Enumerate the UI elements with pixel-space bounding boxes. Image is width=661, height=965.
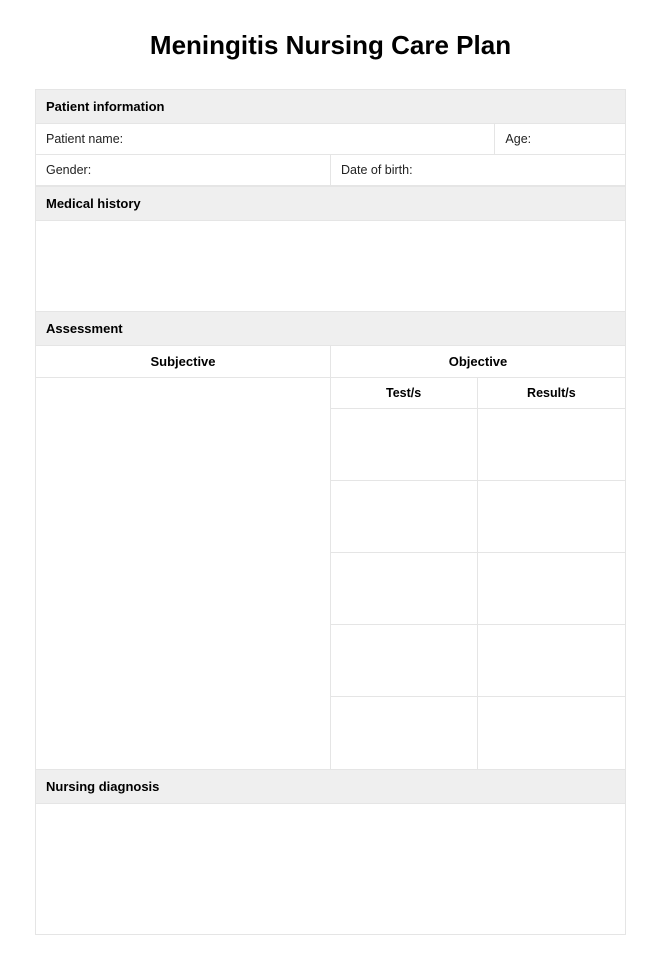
results-header: Result/s [478, 378, 625, 408]
result-cell[interactable] [478, 553, 625, 624]
test-cell[interactable] [331, 409, 478, 480]
tests-header: Test/s [331, 378, 478, 408]
objective-section: Test/s Result/s [331, 378, 626, 769]
patient-info-header: Patient information [36, 89, 625, 124]
subjective-header: Subjective [36, 346, 331, 377]
result-cell[interactable] [478, 481, 625, 552]
medical-history-field[interactable] [36, 221, 625, 311]
dob-label[interactable]: Date of birth: [331, 155, 625, 185]
nursing-diagnosis-field[interactable] [36, 804, 625, 934]
patient-name-label[interactable]: Patient name: [36, 124, 495, 154]
test-result-row [331, 409, 626, 481]
assessment-grid: Test/s Result/s [36, 378, 625, 769]
test-cell[interactable] [331, 553, 478, 624]
gender-label[interactable]: Gender: [36, 155, 331, 185]
objective-header: Objective [331, 346, 625, 377]
age-label[interactable]: Age: [495, 124, 625, 154]
test-cell[interactable] [331, 625, 478, 696]
subjective-field[interactable] [36, 378, 331, 769]
patient-name-age-row: Patient name: Age: [36, 124, 625, 155]
test-result-row [331, 625, 626, 697]
medical-history-header: Medical history [36, 186, 625, 221]
assessment-column-headers: Subjective Objective [36, 346, 625, 378]
test-result-row [331, 553, 626, 625]
test-cell[interactable] [331, 481, 478, 552]
test-cell[interactable] [331, 697, 478, 769]
result-cell[interactable] [478, 697, 625, 769]
assessment-header: Assessment [36, 311, 625, 346]
test-result-row [331, 481, 626, 553]
gender-dob-row: Gender: Date of birth: [36, 155, 625, 186]
result-cell[interactable] [478, 409, 625, 480]
page-title: Meningitis Nursing Care Plan [35, 30, 626, 61]
test-result-row [331, 697, 626, 769]
nursing-diagnosis-header: Nursing diagnosis [36, 769, 625, 804]
result-cell[interactable] [478, 625, 625, 696]
care-plan-form: Patient information Patient name: Age: G… [35, 89, 626, 935]
tests-results-headers: Test/s Result/s [331, 378, 626, 409]
